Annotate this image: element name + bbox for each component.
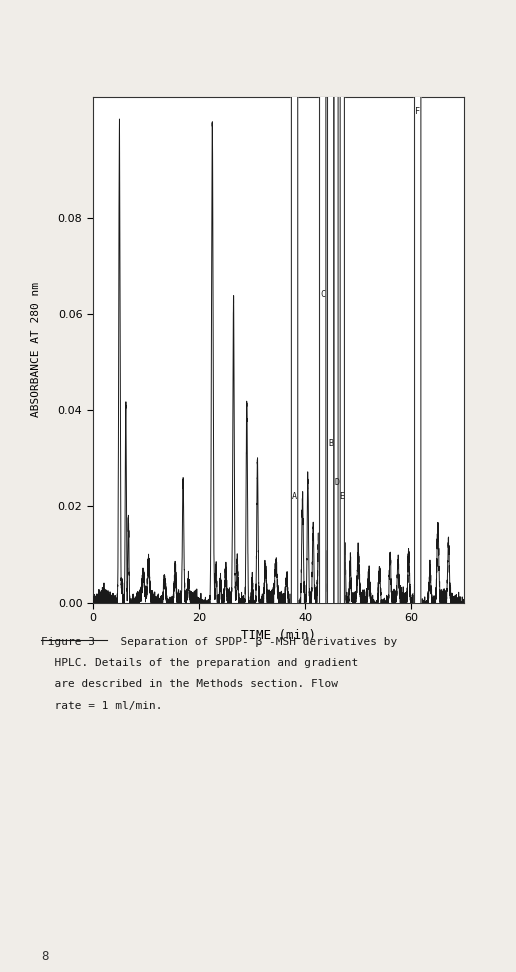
Text: E: E	[339, 492, 344, 502]
Text: D: D	[334, 478, 340, 487]
Text: F: F	[415, 107, 420, 116]
Text: A: A	[292, 492, 297, 502]
Text: C: C	[320, 290, 325, 299]
Text: are described in the Methods section. Flow: are described in the Methods section. Fl…	[41, 679, 338, 689]
Text: HPLC. Details of the preparation and gradient: HPLC. Details of the preparation and gra…	[41, 658, 359, 668]
Circle shape	[414, 0, 421, 972]
Circle shape	[334, 0, 340, 972]
X-axis label: TIME (min): TIME (min)	[241, 629, 316, 642]
Text: B: B	[328, 439, 333, 448]
Circle shape	[292, 0, 298, 972]
Circle shape	[338, 0, 345, 972]
Text: rate = 1 ml/min.: rate = 1 ml/min.	[41, 701, 163, 711]
Y-axis label: ABSORBANCE AT 280 nm: ABSORBANCE AT 280 nm	[31, 283, 41, 417]
Text: Separation of SPDP- β -MSH derivatives by: Separation of SPDP- β -MSH derivatives b…	[107, 637, 397, 646]
Circle shape	[328, 0, 334, 972]
Text: 8: 8	[41, 951, 49, 963]
Circle shape	[319, 0, 326, 972]
Text: Figure 3: Figure 3	[41, 637, 95, 646]
